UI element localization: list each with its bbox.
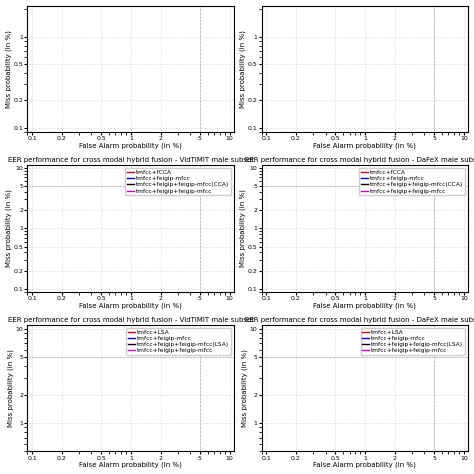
Y-axis label: Miss probability (in %): Miss probability (in %): [240, 190, 246, 267]
X-axis label: False Alarm probability (in %): False Alarm probability (in %): [79, 302, 182, 309]
Legend: tmfcc+LSA, tmfcc+feigip-mfcc, tmfcc+feigip+feigip-mfcc(LSA), tmfcc+feigip+feigip: tmfcc+LSA, tmfcc+feigip-mfcc, tmfcc+feig…: [361, 328, 465, 355]
Y-axis label: Miss probability (in %): Miss probability (in %): [240, 30, 246, 108]
Legend: tmfcc+LSA, tmfcc+feigip-mfcc, tmfcc+feigip+feigip-mfcc(LSA), tmfcc+feigip+feigip: tmfcc+LSA, tmfcc+feigip-mfcc, tmfcc+feig…: [127, 328, 231, 355]
Title: EER performance for cross modal hybrid fusion - VidTIMIT male subset: EER performance for cross modal hybrid f…: [8, 317, 254, 323]
Title: EER performance for cross modal hybrid fusion - VidTIMIT male subset: EER performance for cross modal hybrid f…: [8, 157, 254, 164]
X-axis label: False Alarm probability (in %): False Alarm probability (in %): [313, 462, 416, 468]
X-axis label: False Alarm probability (in %): False Alarm probability (in %): [313, 302, 416, 309]
X-axis label: False Alarm probability (in %): False Alarm probability (in %): [79, 143, 182, 149]
Title: EER performance for cross modal hybrid fusion - DaFeX male subset: EER performance for cross modal hybrid f…: [246, 157, 474, 164]
Legend: tmfcc+fCCA, tmfcc+feigip-mfcc, tmfcc+feigip+feigip-mfcc(CCA), tmfcc+feigip+feigi: tmfcc+fCCA, tmfcc+feigip-mfcc, tmfcc+fei…: [125, 168, 231, 195]
Y-axis label: Miss probability (in %): Miss probability (in %): [6, 190, 12, 267]
Legend: tmfcc+fCCA, tmfcc+feigip-mfcc, tmfcc+feigip+feigip-mfcc(CCA), tmfcc+feigip+feigi: tmfcc+fCCA, tmfcc+feigip-mfcc, tmfcc+fei…: [359, 168, 465, 195]
Title: EER performance for cross modal hybrid fusion - DaFeX male subset: EER performance for cross modal hybrid f…: [246, 317, 474, 323]
Y-axis label: Miss probability (in %): Miss probability (in %): [6, 30, 12, 108]
Y-axis label: Miss probability (in %): Miss probability (in %): [242, 349, 248, 427]
X-axis label: False Alarm probability (in %): False Alarm probability (in %): [313, 143, 416, 149]
X-axis label: False Alarm probability (in %): False Alarm probability (in %): [79, 462, 182, 468]
Y-axis label: Miss probability (in %): Miss probability (in %): [8, 349, 14, 427]
